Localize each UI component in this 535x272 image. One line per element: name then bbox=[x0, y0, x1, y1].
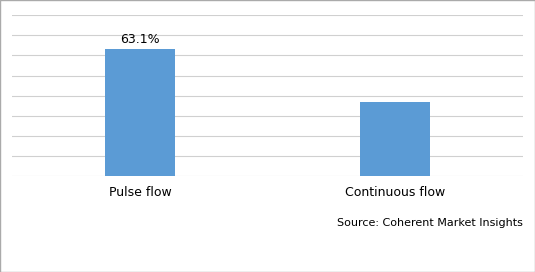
Bar bbox=[360, 102, 430, 176]
Text: 63.1%: 63.1% bbox=[120, 33, 160, 46]
Text: Source: Coherent Market Insights: Source: Coherent Market Insights bbox=[337, 218, 523, 228]
Bar bbox=[105, 49, 175, 176]
